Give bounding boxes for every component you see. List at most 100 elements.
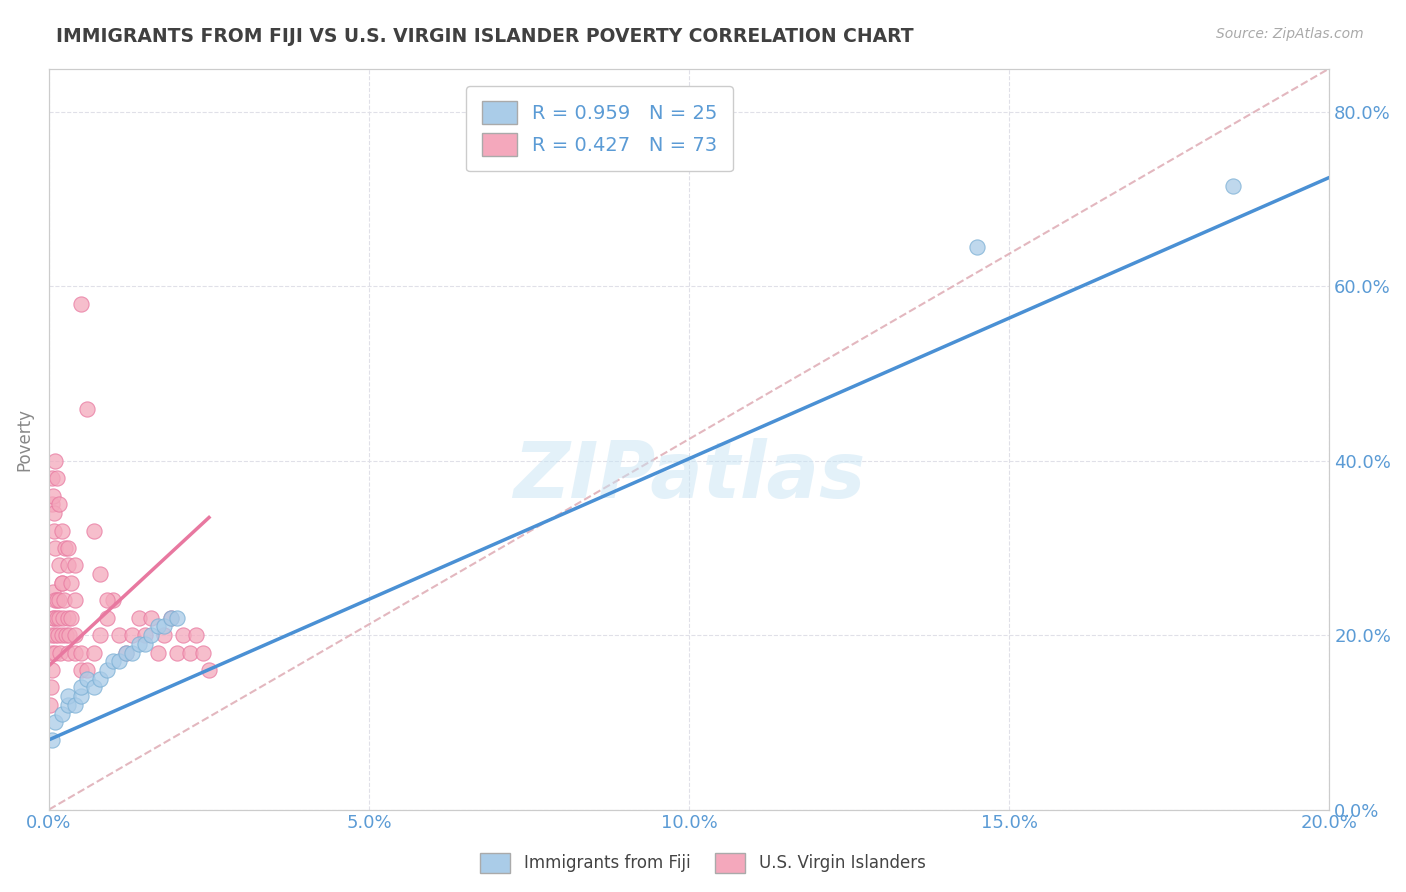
Point <box>51 575 73 590</box>
Legend: R = 0.959   N = 25, R = 0.427   N = 73: R = 0.959 N = 25, R = 0.427 N = 73 <box>465 86 733 171</box>
Point <box>41 732 63 747</box>
Point <box>39 698 62 712</box>
Point <box>42 611 65 625</box>
Point <box>44 541 66 555</box>
Point <box>191 646 214 660</box>
Point <box>101 593 124 607</box>
Point <box>56 646 79 660</box>
Point <box>52 611 75 625</box>
Point <box>45 471 67 485</box>
Point <box>45 611 67 625</box>
Point <box>70 646 93 660</box>
Point <box>60 611 83 625</box>
Point <box>146 619 169 633</box>
Point <box>89 567 111 582</box>
Point <box>41 646 63 660</box>
Point <box>44 646 66 660</box>
Point <box>42 506 65 520</box>
Point <box>42 524 65 538</box>
Point <box>44 593 66 607</box>
Point <box>58 628 80 642</box>
Point <box>128 637 150 651</box>
Text: IMMIGRANTS FROM FIJI VS U.S. VIRGIN ISLANDER POVERTY CORRELATION CHART: IMMIGRANTS FROM FIJI VS U.S. VIRGIN ISLA… <box>56 27 914 45</box>
Point <box>89 628 111 642</box>
Point <box>172 628 194 642</box>
Point <box>159 611 181 625</box>
Point <box>63 628 86 642</box>
Point <box>166 611 188 625</box>
Point <box>42 611 65 625</box>
Point <box>41 471 63 485</box>
Point <box>70 690 93 704</box>
Point <box>153 628 176 642</box>
Point <box>53 541 76 555</box>
Point <box>63 558 86 573</box>
Point <box>108 654 131 668</box>
Point <box>1222 179 1244 194</box>
Point <box>121 628 143 642</box>
Point <box>89 672 111 686</box>
Point <box>51 524 73 538</box>
Point <box>83 681 105 695</box>
Point <box>56 690 79 704</box>
Point <box>41 628 63 642</box>
Point <box>153 619 176 633</box>
Point <box>114 646 136 660</box>
Point <box>56 611 79 625</box>
Point <box>44 628 66 642</box>
Point <box>186 628 208 642</box>
Point <box>179 646 201 660</box>
Point <box>41 663 63 677</box>
Text: ZIPatlas: ZIPatlas <box>513 438 865 514</box>
Point <box>46 593 69 607</box>
Point <box>134 628 156 642</box>
Point <box>46 628 69 642</box>
Point <box>96 663 118 677</box>
Point <box>159 611 181 625</box>
Y-axis label: Poverty: Poverty <box>15 408 32 470</box>
Point <box>42 584 65 599</box>
Point <box>128 611 150 625</box>
Point <box>44 715 66 730</box>
Point <box>121 646 143 660</box>
Point <box>51 628 73 642</box>
Point <box>96 593 118 607</box>
Point <box>48 611 70 625</box>
Point <box>101 654 124 668</box>
Point <box>141 628 163 642</box>
Point <box>96 611 118 625</box>
Point <box>55 628 77 642</box>
Point <box>114 646 136 660</box>
Point <box>56 541 79 555</box>
Point <box>70 681 93 695</box>
Legend: Immigrants from Fiji, U.S. Virgin Islanders: Immigrants from Fiji, U.S. Virgin Island… <box>474 847 932 880</box>
Point <box>41 497 63 511</box>
Point <box>76 672 98 686</box>
Point <box>49 646 72 660</box>
Point <box>48 593 70 607</box>
Point <box>56 698 79 712</box>
Point <box>83 646 105 660</box>
Point <box>76 401 98 416</box>
Point <box>76 663 98 677</box>
Point <box>198 663 221 677</box>
Point <box>51 706 73 721</box>
Point <box>44 454 66 468</box>
Point <box>70 663 93 677</box>
Point <box>134 637 156 651</box>
Point <box>39 681 62 695</box>
Point <box>48 497 70 511</box>
Point <box>63 698 86 712</box>
Point <box>56 558 79 573</box>
Point <box>966 240 988 254</box>
Point <box>141 611 163 625</box>
Text: Source: ZipAtlas.com: Source: ZipAtlas.com <box>1216 27 1364 41</box>
Point <box>108 628 131 642</box>
Point <box>146 646 169 660</box>
Point <box>42 489 65 503</box>
Point <box>60 575 83 590</box>
Point <box>63 593 86 607</box>
Point <box>83 524 105 538</box>
Point <box>51 575 73 590</box>
Point <box>70 297 93 311</box>
